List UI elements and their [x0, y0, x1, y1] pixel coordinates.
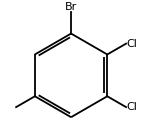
- Text: Br: Br: [65, 2, 77, 12]
- Text: Cl: Cl: [126, 39, 137, 49]
- Text: Cl: Cl: [126, 102, 137, 112]
